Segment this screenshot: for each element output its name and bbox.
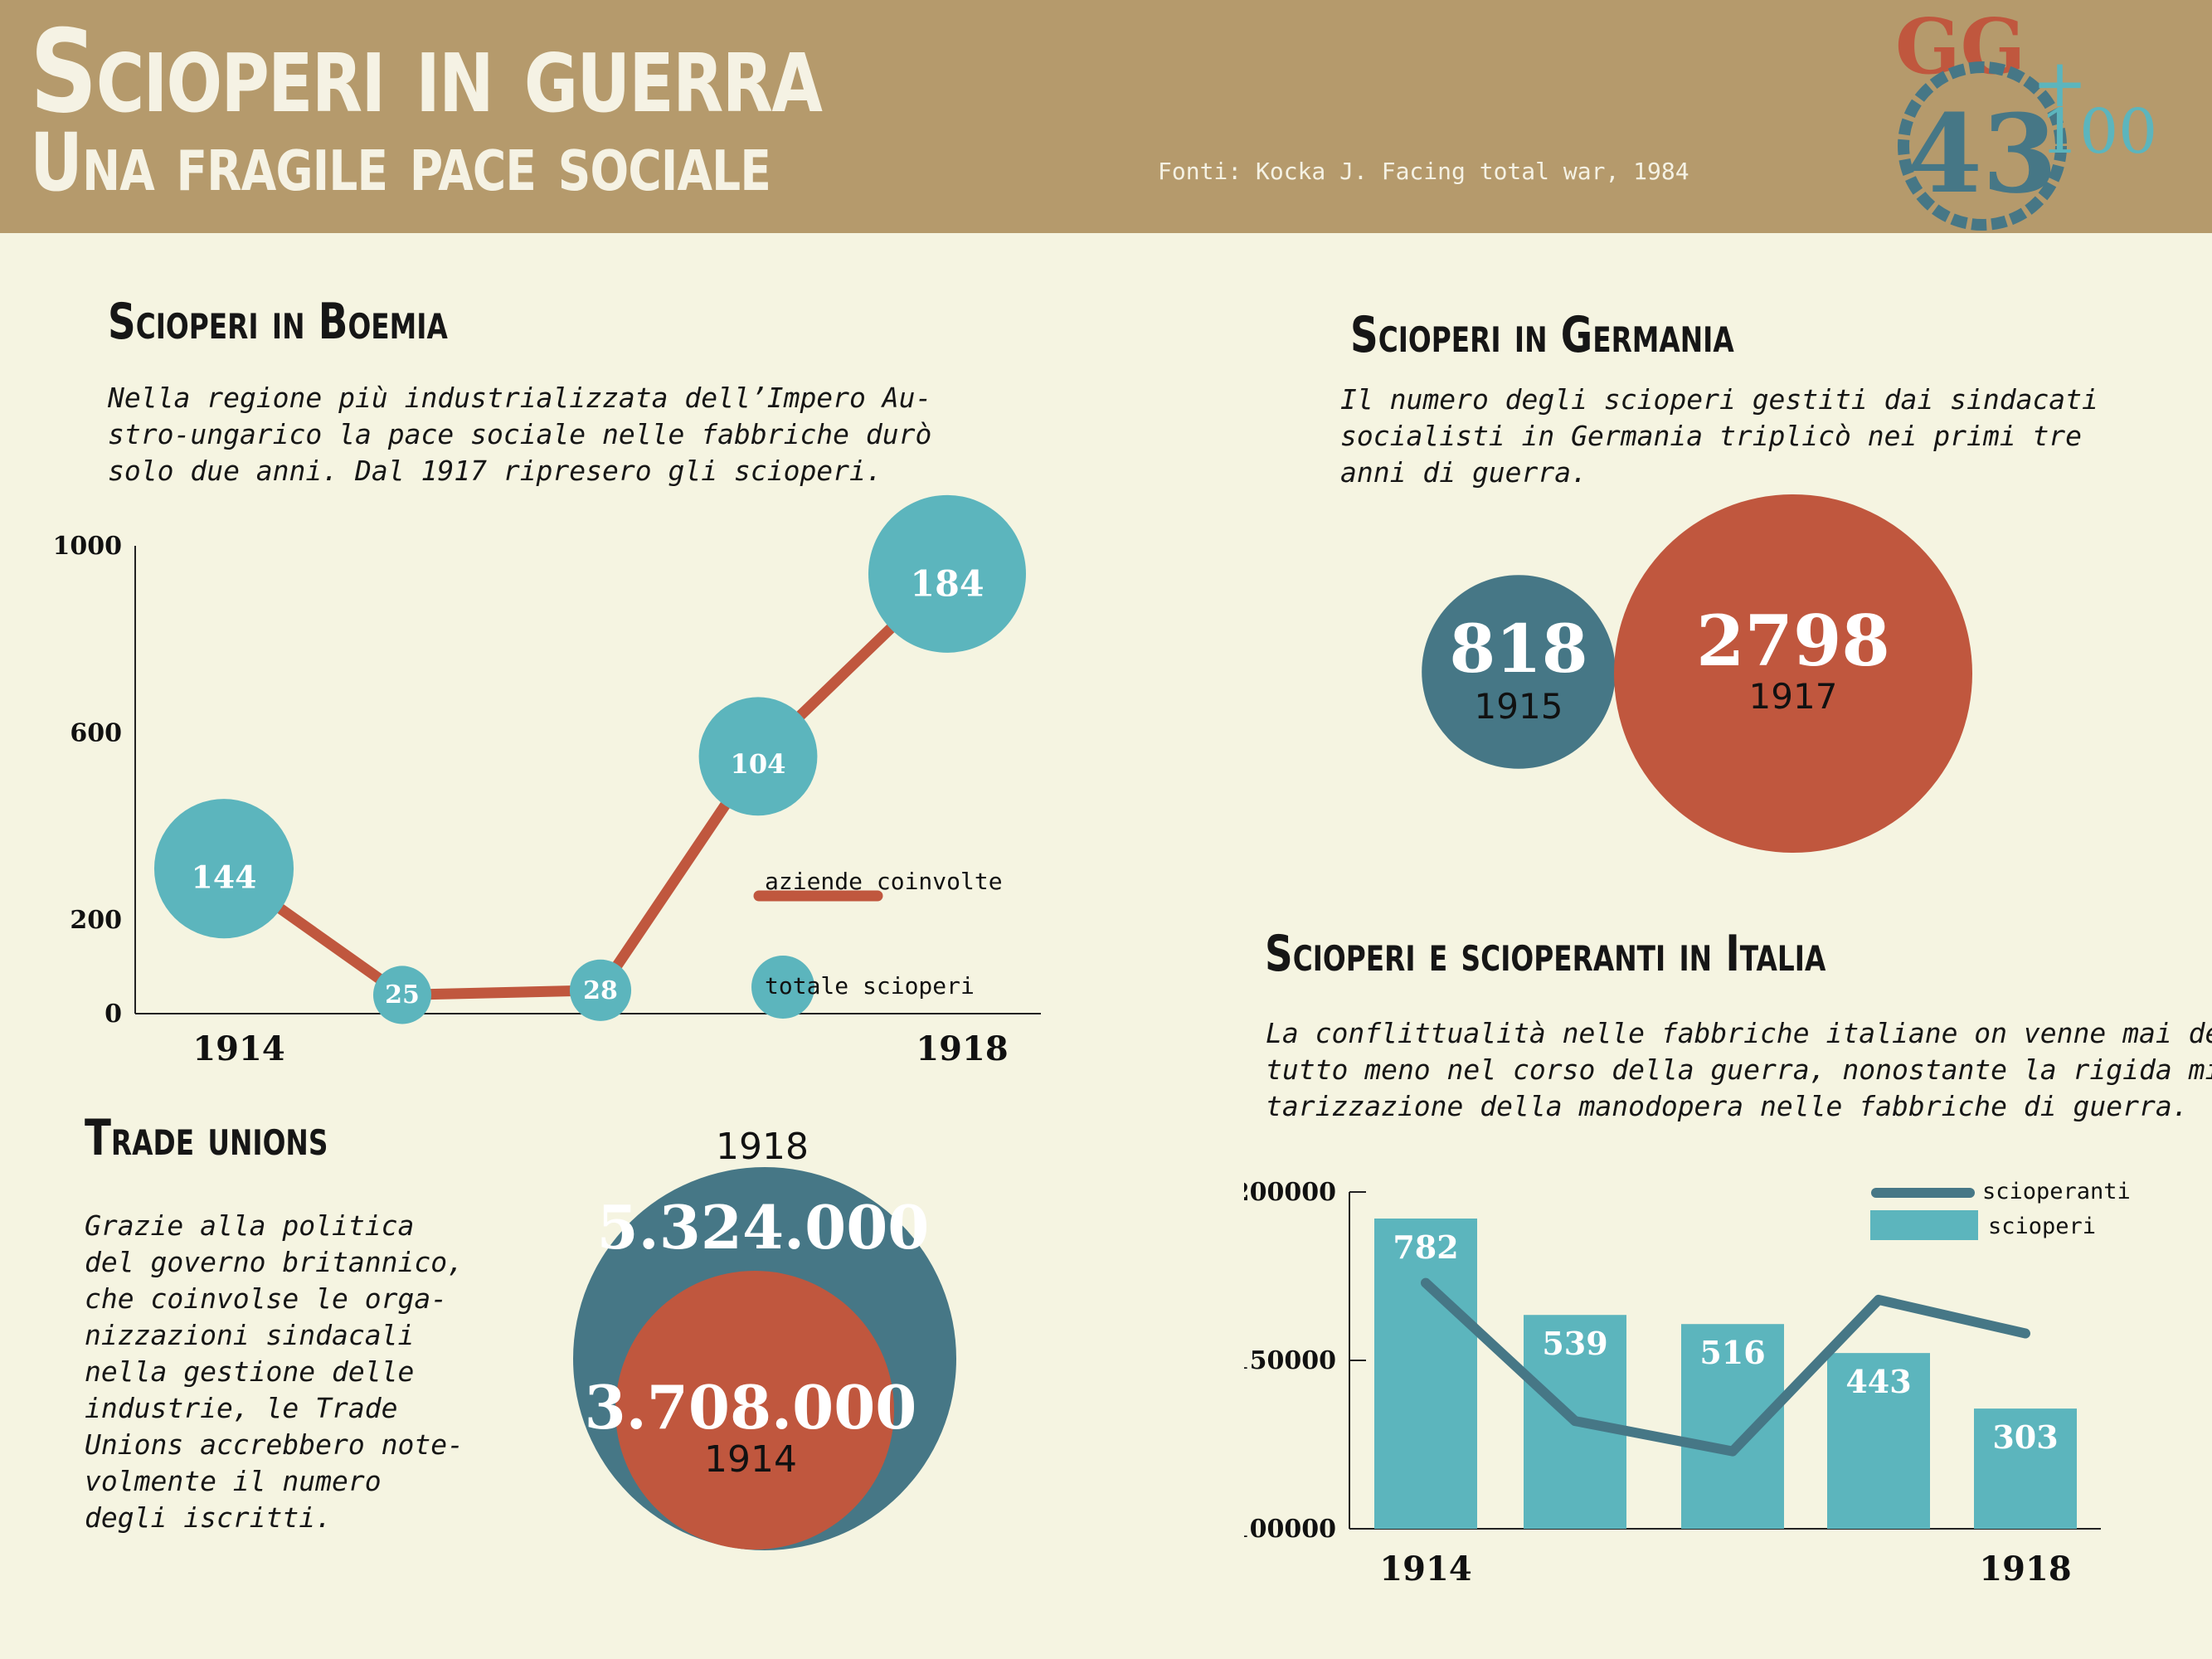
bar-label: 516 bbox=[1699, 1334, 1765, 1371]
series-line-scioperanti bbox=[1421, 1277, 2030, 1457]
bubble-year-1914: 1914 bbox=[704, 1438, 797, 1481]
bubble-totale-scioperi bbox=[153, 799, 294, 939]
header-bar bbox=[0, 0, 2212, 233]
bar-label: 782 bbox=[1393, 1228, 1458, 1266]
trade-title: Trade unions bbox=[85, 1109, 328, 1167]
bar-scioperi bbox=[1974, 1408, 2077, 1529]
trade-text-line: volmente il numero bbox=[85, 1465, 382, 1497]
page-title: Scioperi in guerra bbox=[30, 5, 823, 139]
bubble-1915 bbox=[1422, 575, 1616, 769]
bubble-totale-scioperi bbox=[868, 494, 1026, 653]
legend-label-aziende: aziende coinvolte bbox=[765, 868, 1003, 895]
y-tick-label: 200000 bbox=[1244, 1178, 1336, 1207]
y-tick-label: 0 bbox=[105, 1000, 122, 1029]
y-tick-label: 150000 bbox=[1244, 1346, 1336, 1375]
italia-title: Scioperi e scioperanti in Italia bbox=[1265, 925, 1826, 983]
boemia-text-line: solo due anni. Dal 1917 ripresero gli sc… bbox=[108, 455, 882, 487]
legend-label-scioperi: totale scioperi bbox=[765, 972, 975, 1000]
series-line-aziende bbox=[221, 570, 951, 1000]
y-tick-label: 1000 bbox=[53, 532, 123, 561]
boemia-chart: 0 200 600 1000 1914 1918 144 25 28 104 184 aziende … bbox=[53, 494, 1041, 1068]
trade-text-line: nella gestione delle bbox=[85, 1355, 415, 1388]
italia-text-line: tutto meno nel corso della guerra, nonos… bbox=[1266, 1053, 2212, 1086]
legend-label-scioperi: scioperi bbox=[1988, 1214, 2096, 1239]
sources-text: Fonti: Kocka J. Facing total war, 1984 bbox=[1158, 158, 1689, 185]
bubble-label: 28 bbox=[583, 976, 618, 1005]
logo-43: 43 bbox=[1908, 90, 2058, 217]
x-tick-label: 1918 bbox=[916, 1029, 1008, 1068]
bubble-value: 2798 bbox=[1696, 600, 1890, 682]
bubble-1917 bbox=[1614, 494, 1972, 853]
x-tick-label: 1914 bbox=[1379, 1550, 1471, 1588]
boemia-text-line: Nella regione più industrializzata dell’… bbox=[108, 382, 932, 414]
bubble-value: 818 bbox=[1450, 610, 1588, 688]
germania-text-line: anni di guerra. bbox=[1340, 456, 1588, 489]
trade-top-label: 1918 bbox=[716, 1126, 809, 1168]
trade-text-line: industrie, le Trade bbox=[85, 1392, 398, 1424]
logo: GG 43 + 100 bbox=[1895, 5, 2157, 231]
bar-scioperi bbox=[1681, 1324, 1784, 1529]
italia-chart: 100000 150000 200000 782 539 516 443 303 1914 191… bbox=[1244, 1178, 2131, 1588]
y-tick-label: 100000 bbox=[1244, 1515, 1336, 1544]
boemia-title: Scioperi in Boemia bbox=[108, 293, 448, 351]
page-subtitle: Una fragile pace sociale bbox=[30, 116, 771, 209]
trade-text-line: Grazie alla politica bbox=[85, 1209, 415, 1242]
logo-100: 100 bbox=[2040, 96, 2157, 168]
logo-plus: + bbox=[2032, 45, 2088, 122]
bar-label: 539 bbox=[1542, 1325, 1607, 1362]
logo-gg: GG bbox=[1895, 5, 2025, 91]
bar-scioperi bbox=[1827, 1353, 1930, 1529]
bubble-totale-scioperi bbox=[569, 959, 632, 1021]
bubble-year: 1915 bbox=[1475, 686, 1563, 727]
trade-text-line: degli iscritti. bbox=[85, 1501, 333, 1534]
x-tick-label: 1914 bbox=[192, 1029, 284, 1068]
legend-swatch-scioperi bbox=[751, 956, 814, 1019]
bubble-label: 104 bbox=[730, 748, 785, 780]
bubble-totale-scioperi bbox=[698, 697, 818, 816]
trade-text: Grazie alla politica del governo britann… bbox=[85, 1208, 464, 1536]
bubble-label: 25 bbox=[385, 980, 420, 1010]
germania-text: Il numero degli scioperi gestiti dai sin… bbox=[1340, 382, 2098, 491]
italia-text-line: tarizzazione della manodopera nelle fabb… bbox=[1266, 1090, 2189, 1122]
legend-swatch-scioperi bbox=[1870, 1210, 1978, 1240]
bar-label: 303 bbox=[1992, 1418, 2058, 1456]
germania-text-line: Il numero degli scioperi gestiti dai sin… bbox=[1340, 383, 2098, 416]
trade-text-line: nizzazioni sindacali bbox=[85, 1319, 415, 1351]
logo-ring bbox=[1898, 61, 2067, 231]
trade-text-line: che coinvolse le orga- bbox=[85, 1282, 448, 1315]
bar-label: 443 bbox=[1845, 1363, 1911, 1400]
x-tick-label: 1918 bbox=[1979, 1550, 2071, 1588]
bubble-value-1914: 3.708.000 bbox=[585, 1372, 917, 1443]
bubble-1914 bbox=[615, 1271, 894, 1550]
bubble-year: 1917 bbox=[1749, 676, 1838, 717]
y-tick-label: 600 bbox=[70, 719, 122, 748]
bar-scioperi bbox=[1374, 1219, 1477, 1529]
legend-label-scioperanti: scioperanti bbox=[1982, 1179, 2131, 1204]
boemia-text: Nella regione più industrializzata dell’… bbox=[108, 380, 931, 489]
bubble-value-1918: 5.324.000 bbox=[597, 1192, 930, 1262]
italia-text: La conflittualità nelle fabbriche italia… bbox=[1266, 1015, 2212, 1125]
y-tick-label: 200 bbox=[70, 906, 122, 935]
trade-text-line: del governo britannico, bbox=[85, 1246, 464, 1278]
bubble-totale-scioperi bbox=[372, 966, 432, 1024]
bubble-label: 184 bbox=[910, 563, 984, 605]
germania-text-line: socialisti in Germania triplicò nei prim… bbox=[1340, 420, 2083, 452]
trade-text-line: Unions accrebbero note- bbox=[85, 1428, 464, 1461]
boemia-text-line: stro-ungarico la pace sociale nelle fabb… bbox=[108, 418, 932, 450]
bubble-label: 144 bbox=[192, 859, 257, 896]
germania-title: Scioperi in Germania bbox=[1350, 306, 1734, 364]
italia-text-line: La conflittualità nelle fabbriche italia… bbox=[1266, 1017, 2212, 1049]
